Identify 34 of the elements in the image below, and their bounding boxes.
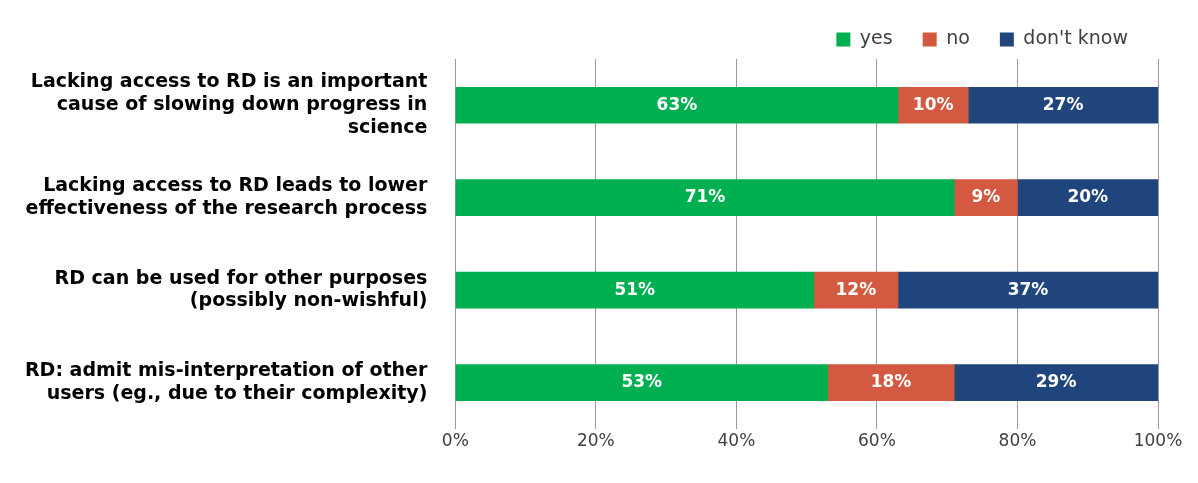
x-tick-label: 100% <box>1133 430 1183 451</box>
bar <box>827 364 955 401</box>
x-tick-label: 40% <box>717 430 756 451</box>
data-label: 63% <box>656 93 698 114</box>
y-tick-label: RD: admit mis-interpretation of other users (eg., due to their complexity) <box>24 358 428 403</box>
y-tick-label: RD can be used for other purposes (possibly non-wishful) <box>54 265 428 311</box>
x-tick-label: 0% <box>441 430 469 451</box>
x-tick-label: 80% <box>998 430 1037 451</box>
bar <box>455 364 829 401</box>
data-label: 9% <box>971 186 1001 207</box>
y-tick-label: Lacking access to RD leads to lower effectiveness of the research process <box>25 173 428 219</box>
legend-label: don't know <box>1023 26 1129 49</box>
data-label: 37% <box>1007 278 1049 299</box>
data-label: 71% <box>684 186 726 207</box>
bar <box>455 271 815 309</box>
data-label: 53% <box>621 371 663 391</box>
data-label: 18% <box>870 371 912 391</box>
bar <box>455 179 955 217</box>
y-tick-label: Lacking access to RD is an important cause of slowing down progress in science <box>30 69 428 137</box>
x-tick-label: 60% <box>858 430 896 451</box>
bar <box>953 364 1158 401</box>
legend-label: no <box>946 26 970 49</box>
bar <box>897 271 1158 309</box>
data-label: 12% <box>835 278 877 299</box>
bar <box>967 86 1158 124</box>
x-tick-label: 20% <box>576 430 615 451</box>
data-label: 20% <box>1067 186 1109 207</box>
data-label: 27% <box>1042 93 1084 114</box>
bar <box>1017 179 1158 217</box>
legend-label: yes <box>859 26 893 49</box>
bar <box>455 86 899 124</box>
data-label: 10% <box>912 93 954 114</box>
data-label: 51% <box>614 278 656 299</box>
data-label: 29% <box>1035 371 1077 391</box>
